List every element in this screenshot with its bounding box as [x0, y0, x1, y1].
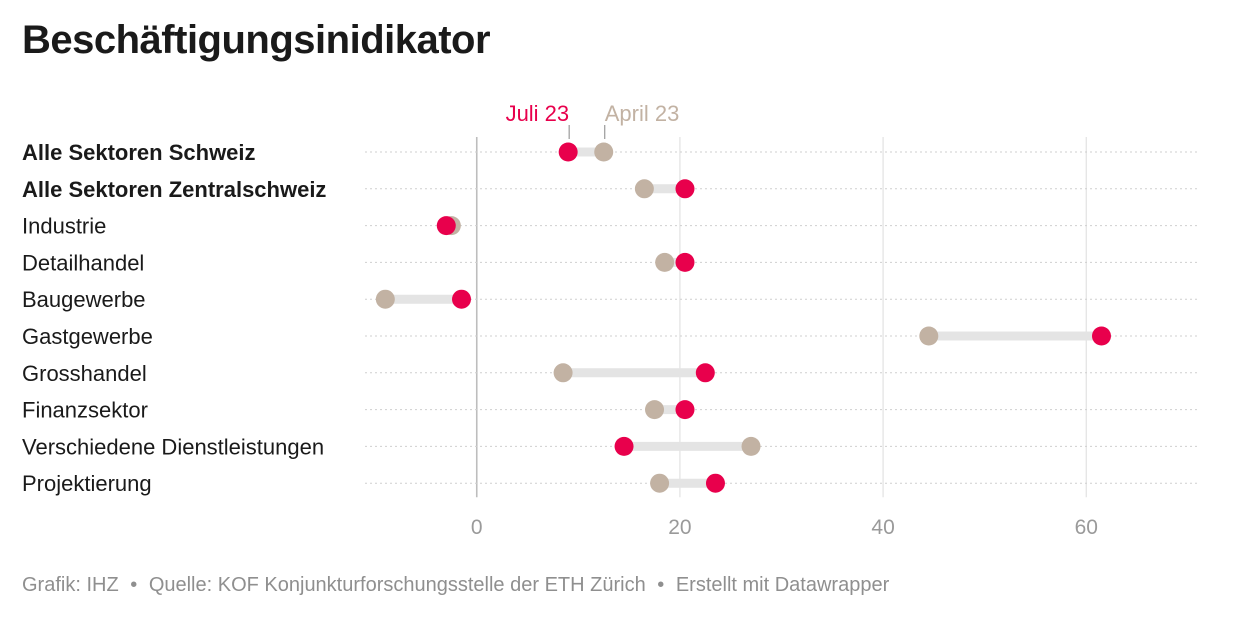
april-23-dot — [645, 400, 665, 420]
legend-label-juli: Juli 23 — [506, 101, 570, 126]
juli-23-dot — [558, 142, 578, 162]
category-label: Detailhandel — [22, 250, 144, 275]
legend-label-april: April 23 — [605, 101, 680, 126]
category-label: Verschiedene Dienstleistungen — [22, 434, 324, 459]
footer-separator: • — [657, 574, 665, 596]
footer-credit: Grafik: IHZ — [22, 574, 119, 596]
juli-23-dot — [452, 289, 472, 309]
juli-23-dot — [675, 400, 695, 420]
category-label: Industrie — [22, 214, 106, 239]
footer-separator: • — [130, 574, 138, 596]
category-label: Projektierung — [22, 471, 152, 496]
juli-23-dot — [705, 473, 725, 493]
grid-layer — [365, 137, 1198, 498]
chart-title: Beschäftigungsinidikator — [22, 18, 491, 62]
juli-23-dot — [436, 216, 456, 236]
juli-23-dot — [675, 252, 695, 272]
footer-tool: Erstellt mit Datawrapper — [675, 574, 890, 596]
category-label: Gastgewerbe — [22, 324, 153, 349]
juli-23-dot — [675, 179, 695, 199]
category-label: Grosshandel — [22, 361, 147, 386]
footer-source: Quelle: KOF Konjunkturforschungsstelle d… — [148, 574, 646, 596]
category-label: Alle Sektoren Schweiz — [22, 140, 256, 165]
april-23-dot — [650, 473, 670, 493]
category-labels: Alle Sektoren Schweiz Alle Sektoren Zentr… — [22, 140, 326, 496]
april-23-dot — [655, 252, 675, 272]
april-23-dot — [919, 326, 939, 346]
x-tick-label: 20 — [668, 516, 691, 539]
category-label: Finanzsektor — [22, 398, 148, 423]
april-23-dot — [594, 142, 614, 162]
category-label: Baugewerbe — [22, 287, 146, 312]
april-23-dot — [634, 179, 654, 199]
juli-23-dot — [695, 363, 715, 383]
april-23-dot — [553, 363, 573, 383]
juli-23-dot — [614, 436, 634, 456]
x-tick-label: 0 — [471, 516, 483, 539]
x-axis-ticks: 0 20 40 60 — [471, 516, 1098, 539]
x-tick-label: 40 — [871, 516, 894, 539]
source-footer: Grafik: IHZ • Quelle: KOF Konjunkturfors… — [22, 574, 889, 597]
row-layer — [375, 142, 1111, 493]
april-23-dot — [741, 436, 761, 456]
juli-23-dot — [1091, 326, 1111, 346]
legend: Juli 23 April 23 — [506, 101, 680, 139]
x-tick-label: 60 — [1075, 516, 1098, 539]
april-23-dot — [375, 289, 395, 309]
category-label: Alle Sektoren Zentralschweiz — [22, 177, 326, 202]
